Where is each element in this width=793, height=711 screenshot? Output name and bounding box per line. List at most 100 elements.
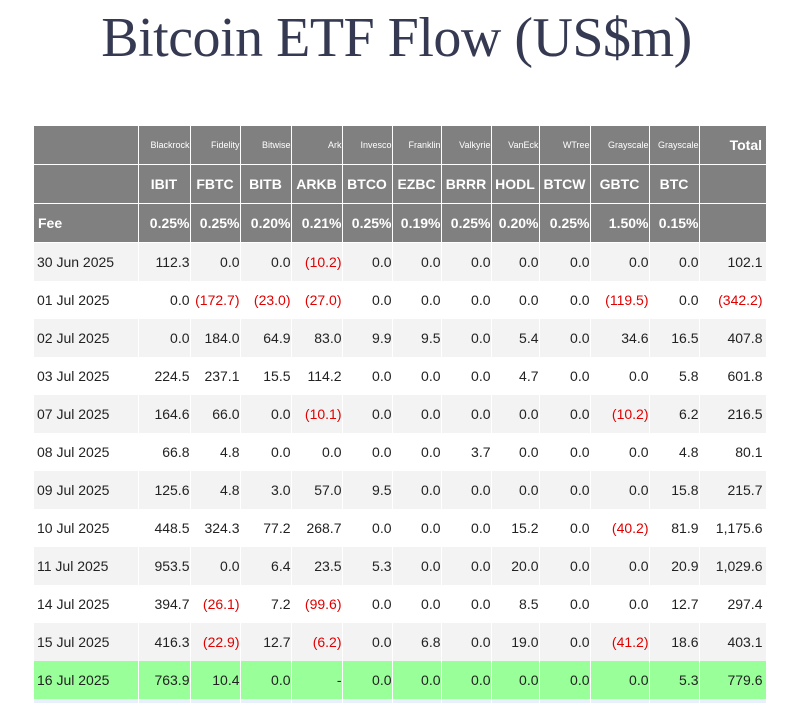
flow-cell: 0.0: [342, 661, 393, 699]
flow-cell: 0.0: [190, 242, 241, 281]
corner-cell: [34, 126, 139, 165]
empty-cell: [138, 699, 191, 703]
flow-cell: 83.0: [291, 319, 343, 357]
flow-cell: (6.2): [291, 623, 343, 661]
flow-cell: (10.2): [291, 242, 343, 281]
flow-cell: 0.0: [491, 395, 540, 433]
table-row: 10 Jul 2025 448.5 324.3 77.2 268.7 0.0 0.0 0.0 1…: [34, 509, 767, 547]
flow-cell: 448.5: [138, 509, 191, 547]
flow-cell: 5.3: [342, 547, 393, 585]
total-header: Total: [699, 126, 766, 165]
empty-cell: [699, 699, 767, 703]
flow-cell: 7.2: [240, 585, 292, 623]
ticker-header: IBIT: [138, 164, 191, 204]
flow-cell: 0.0: [590, 547, 650, 585]
flow-cell: 20.9: [649, 547, 700, 585]
empty-cell: [392, 699, 442, 703]
flow-cell: 184.0: [190, 319, 241, 357]
flow-cell: 0.0: [590, 433, 650, 471]
flow-cell: 0.0: [342, 395, 393, 433]
flow-cell: 5.8: [649, 357, 700, 395]
flow-cell: (99.6): [291, 585, 343, 623]
flow-cell: 0.0: [441, 585, 492, 623]
total-header-spacer: [699, 164, 766, 204]
flow-cell: 77.2: [240, 509, 292, 547]
date-cell: 11 Jul 2025: [34, 547, 139, 585]
flow-cell: (10.1): [291, 395, 343, 433]
flow-cell: 114.2: [291, 357, 343, 395]
flow-cell: 0.0: [342, 281, 393, 319]
flow-cell: 23.5: [291, 547, 343, 585]
flow-cell: 0.0: [392, 395, 442, 433]
empty-cell: [649, 699, 700, 703]
flow-cell: 64.9: [240, 319, 292, 357]
total-cell: 403.1: [699, 623, 767, 661]
provider-header: Valkyrie: [441, 126, 492, 165]
flow-cell: 5.3: [649, 661, 700, 699]
flow-cell: 0.0: [491, 242, 540, 281]
table-row: 07 Jul 2025 164.6 66.0 0.0 (10.1) 0.0 0.0 0.0 0.…: [34, 395, 767, 433]
provider-header: Grayscale: [649, 126, 700, 165]
table-row: 14 Jul 2025 394.7 (26.1) 7.2 (99.6) 0.0 0.0 0.0…: [34, 585, 767, 623]
table-row: 16 Jul 2025 763.9 10.4 0.0-0.0 0.0 0.0 0.0 0.0 0…: [34, 661, 767, 699]
flow-cell: 15.8: [649, 471, 700, 509]
flow-cell: 34.6: [590, 319, 650, 357]
provider-header-row: Blackrock Fidelity Bitwise Ark Invesco Frankl…: [34, 126, 766, 165]
empty-cell: [240, 699, 292, 703]
flow-cell: -: [291, 661, 343, 699]
flow-cell: 0.0: [441, 547, 492, 585]
flow-cell: 0.0: [392, 547, 442, 585]
fee-value: 0.15%: [649, 203, 700, 243]
flow-cell: 5.4: [491, 319, 540, 357]
table-row: 30 Jun 2025 112.3 0.0 0.0 (10.2) 0.0 0.0 0.0 0.0…: [34, 242, 767, 281]
empty-cell: [491, 699, 540, 703]
table-row: 01 Jul 2025 0.0 (172.7) (23.0) (27.0) 0.0 0.0 0…: [34, 281, 767, 319]
total-cell: 779.6: [699, 661, 767, 699]
table-row: 02 Jul 2025 0.0 184.0 64.9 83.0 9.9 9.5 0.0 5.4 0…: [34, 319, 767, 357]
flow-cell: 0.0: [441, 281, 492, 319]
provider-header: Ark: [291, 126, 343, 165]
fee-value: 1.50%: [590, 203, 650, 243]
flow-cell: 268.7: [291, 509, 343, 547]
flow-cell: 0.0: [441, 471, 492, 509]
flow-cell: 0.0: [392, 585, 442, 623]
ticker-header: ARKB: [291, 164, 343, 204]
flow-cell: 324.3: [190, 509, 241, 547]
flow-cell: 0.0: [539, 547, 591, 585]
provider-header: Blackrock: [138, 126, 191, 165]
flow-cell: 0.0: [590, 661, 650, 699]
flow-cell: 0.0: [539, 509, 591, 547]
flow-cell: 0.0: [392, 471, 442, 509]
total-cell: 1,029.6: [699, 547, 767, 585]
flow-cell: 763.9: [138, 661, 191, 699]
flow-cell: 81.9: [649, 509, 700, 547]
flow-cell: 0.0: [190, 547, 241, 585]
flow-cell: 0.0: [342, 357, 393, 395]
ticker-header: FBTC: [190, 164, 241, 204]
empty-cell: [590, 699, 650, 703]
flow-cell: 0.0: [539, 585, 591, 623]
flow-cell: 0.0: [441, 242, 492, 281]
fee-header-row: Fee 0.25% 0.25% 0.20% 0.21% 0.25% 0.19% 0.25% 0.…: [34, 203, 766, 243]
fee-value: 0.25%: [342, 203, 393, 243]
provider-header: WTree: [539, 126, 591, 165]
flow-cell: 9.9: [342, 319, 393, 357]
flow-cell: 0.0: [240, 242, 292, 281]
empty-cell: [34, 699, 139, 703]
flow-cell: 0.0: [539, 433, 591, 471]
flow-cell: 0.0: [539, 623, 591, 661]
flow-cell: 0.0: [649, 242, 700, 281]
next-row-edge: [34, 699, 767, 703]
total-cell: (342.2): [699, 281, 767, 319]
flow-cell: 0.0: [240, 433, 292, 471]
flow-cell: 0.0: [342, 509, 393, 547]
flow-cell: 15.2: [491, 509, 540, 547]
flow-cell: 0.0: [392, 357, 442, 395]
flow-cell: 0.0: [138, 319, 191, 357]
ticker-header: BTCW: [539, 164, 591, 204]
flow-cell: 0.0: [491, 661, 540, 699]
ticker-header: GBTC: [590, 164, 650, 204]
flow-cell: 20.0: [491, 547, 540, 585]
flow-cell: 0.0: [240, 661, 292, 699]
flow-cell: 18.6: [649, 623, 700, 661]
